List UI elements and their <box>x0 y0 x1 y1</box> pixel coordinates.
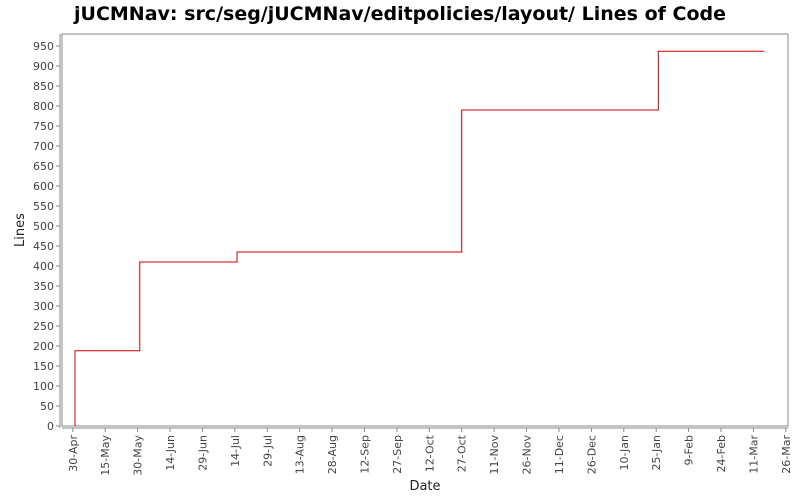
x-tick-label: 11-Mar <box>747 435 760 474</box>
y-tick-label: 100 <box>33 380 54 393</box>
x-tick-label: 27-Oct <box>456 434 469 472</box>
y-tick-label: 950 <box>33 40 54 53</box>
x-tick-label: 10-Jan <box>618 435 631 471</box>
x-tick-label: 30-May <box>132 435 145 476</box>
x-tick-label: 24-Feb <box>715 435 728 472</box>
x-tick-label: 25-Jan <box>650 435 663 471</box>
x-axis-label: Date <box>409 479 440 494</box>
x-tick-label: 26-Mar <box>780 435 793 474</box>
x-tick-label: 29-Jul <box>261 435 274 467</box>
x-tick-label: 9-Feb <box>683 435 696 465</box>
y-tick-label: 50 <box>40 400 54 413</box>
y-tick-label: 250 <box>33 320 54 333</box>
x-tick-label: 26-Nov <box>521 435 534 475</box>
y-tick-label: 400 <box>33 260 54 273</box>
x-tick-label: 12-Sep <box>359 435 372 474</box>
x-tick-label: 12-Oct <box>423 434 436 472</box>
x-tick-label: 27-Sep <box>391 435 404 474</box>
x-tick-label: 13-Aug <box>294 435 307 474</box>
x-tick-label: 11-Nov <box>488 435 501 475</box>
y-tick-label: 600 <box>33 180 54 193</box>
y-tick-label: 500 <box>33 220 54 233</box>
series-layer <box>74 50 765 427</box>
x-tick-label: 28-Aug <box>326 435 339 474</box>
y-axis: 0 50 100 150 200 250 300 350 400 450 500 550 600 650 7… <box>33 34 61 433</box>
y-tick-label: 800 <box>33 100 54 113</box>
x-tick-label: 14-Jun <box>164 435 177 471</box>
y-tick-label: 450 <box>33 240 54 253</box>
y-tick-label: 350 <box>33 280 54 293</box>
x-tick-label: 15-May <box>99 435 112 476</box>
x-tick-label: 29-Jun <box>196 435 209 471</box>
x-tick-label: 30-Apr <box>67 435 80 472</box>
y-tick-label: 700 <box>33 140 54 153</box>
plot-frame <box>61 33 789 427</box>
x-tick-label: 11-Dec <box>553 435 566 474</box>
x-axis: 30-Apr 15-May 30-May 14-Jun 29-Jun 14-Jul 29-J… <box>62 427 793 476</box>
x-tick-label: 14-Jul <box>229 435 242 467</box>
y-tick-label: 200 <box>33 340 54 353</box>
y-tick-label: 900 <box>33 60 54 73</box>
y-tick-label: 750 <box>33 120 54 133</box>
y-axis-label: Lines <box>13 213 28 247</box>
y-tick-label: 0 <box>47 420 54 433</box>
y-tick-label: 300 <box>33 300 54 313</box>
y-tick-label: 150 <box>33 360 54 373</box>
chart-title: jUCMNav: src/seg/jUCMNav/editpolicies/la… <box>74 3 726 25</box>
y-tick-label: 850 <box>33 80 54 93</box>
plot-area <box>61 33 789 427</box>
y-tick-label: 550 <box>33 200 54 213</box>
x-tick-label: 26-Dec <box>585 435 598 474</box>
y-tick-label: 650 <box>33 160 54 173</box>
